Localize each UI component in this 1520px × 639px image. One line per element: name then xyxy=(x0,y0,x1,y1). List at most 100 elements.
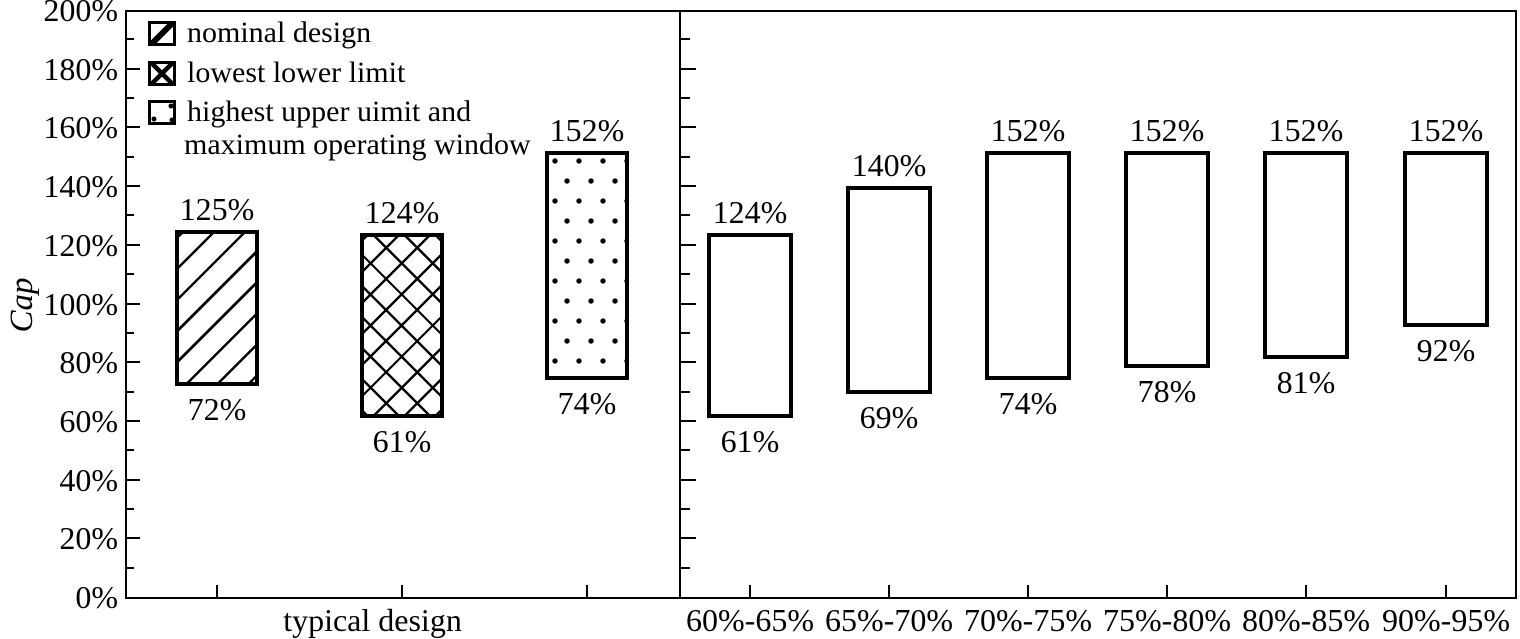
range-bar-range-panel-3 xyxy=(985,150,1071,380)
y-minor-tick-divider xyxy=(681,331,690,334)
bar-high-label: 152% xyxy=(1129,111,1205,148)
range-bar-typical-design-panel-1 xyxy=(175,230,259,386)
y-major-tick xyxy=(125,126,140,129)
y-minor-tick xyxy=(125,331,134,334)
y-tick-label: 160% xyxy=(43,109,118,146)
y-minor-tick-divider xyxy=(681,273,690,276)
y-major-tick xyxy=(125,302,140,305)
y-minor-tick-divider xyxy=(681,566,690,569)
y-minor-tick-divider xyxy=(681,155,690,158)
bar-high-label: 124% xyxy=(364,194,440,231)
range-bar-range-panel-5 xyxy=(1263,150,1349,360)
bar-high-label: 152% xyxy=(549,111,625,148)
y-minor-tick xyxy=(125,390,134,393)
y-major-tick xyxy=(125,243,140,246)
y-major-tick xyxy=(125,185,140,188)
range-bar-typical-design-panel-2 xyxy=(360,233,444,418)
y-major-tick-divider xyxy=(681,126,696,129)
y-minor-tick-divider xyxy=(681,214,690,217)
y-major-tick-divider xyxy=(681,419,696,422)
legend-label: maximum operating window xyxy=(184,128,531,161)
range-bar-range-panel-1 xyxy=(707,233,793,418)
y-tick-label: 80% xyxy=(59,344,118,381)
x-tick xyxy=(749,585,751,597)
y-tick-label: 40% xyxy=(59,461,118,498)
x-tick xyxy=(1305,585,1307,597)
diagonal-hatch-swatch-icon xyxy=(148,20,176,46)
legend-item-highest-upper-limit: highest upper uimit and xyxy=(148,95,471,129)
bar-low-label: 61% xyxy=(720,422,780,459)
bar-high-label: 124% xyxy=(712,194,788,231)
cross-hatch-swatch-icon xyxy=(148,60,176,86)
x-category-label: 75%-80% xyxy=(1103,602,1231,638)
y-minor-tick-divider xyxy=(681,449,690,452)
range-bar-range-panel-4 xyxy=(1124,150,1210,369)
y-minor-tick xyxy=(125,449,134,452)
bar-low-label: 81% xyxy=(1276,364,1336,401)
range-bar-range-panel-6 xyxy=(1403,150,1489,327)
bar-low-label: 72% xyxy=(187,390,247,427)
y-tick-label: 0% xyxy=(75,579,118,615)
y-major-tick-divider xyxy=(681,243,696,246)
y-minor-tick-divider xyxy=(681,38,690,41)
y-major-tick-divider xyxy=(681,185,696,188)
legend-label: highest upper uimit and xyxy=(187,95,472,128)
y-major-tick xyxy=(125,67,140,70)
y-tick-label: 140% xyxy=(43,168,118,205)
x-tick xyxy=(1166,585,1168,597)
y-major-tick-divider xyxy=(681,67,696,70)
y-major-tick xyxy=(125,478,140,481)
legend-item-highest-upper-limit-line2: maximum operating window xyxy=(184,128,531,162)
y-minor-tick-divider xyxy=(681,390,690,393)
bar-low-label: 74% xyxy=(557,384,617,421)
bar-high-label: 140% xyxy=(851,147,927,184)
x-category-label: 90%-95% xyxy=(1382,602,1510,638)
x-tick xyxy=(586,585,588,597)
y-minor-tick xyxy=(125,566,134,569)
y-major-tick-divider xyxy=(681,478,696,481)
y-tick-label: 200% xyxy=(43,0,118,28)
x-axis-label-typical-design-panel: typical design xyxy=(283,602,462,638)
y-minor-tick xyxy=(125,507,134,510)
x-tick xyxy=(1445,585,1447,597)
bar-low-label: 78% xyxy=(1137,373,1197,410)
y-major-tick-divider xyxy=(681,537,696,540)
y-minor-tick xyxy=(125,155,134,158)
y-minor-tick xyxy=(125,38,134,41)
bar-high-label: 152% xyxy=(1268,111,1344,148)
bar-low-label: 74% xyxy=(998,384,1058,421)
sparse-dots-swatch-icon xyxy=(148,99,176,125)
y-minor-tick xyxy=(125,97,134,100)
y-minor-tick-divider xyxy=(681,97,690,100)
y-tick-label: 60% xyxy=(59,402,118,439)
bar-low-label: 69% xyxy=(859,399,919,436)
y-major-tick xyxy=(125,419,140,422)
bar-high-label: 125% xyxy=(179,191,255,228)
y-major-tick xyxy=(125,361,140,364)
y-major-tick-divider xyxy=(681,302,696,305)
y-major-tick xyxy=(125,537,140,540)
x-tick xyxy=(1027,585,1029,597)
x-category-label: 80%-85% xyxy=(1242,602,1370,638)
bar-high-label: 152% xyxy=(1408,111,1484,148)
panel-divider xyxy=(679,10,681,597)
range-bar-typical-design-panel-3 xyxy=(545,150,629,380)
y-minor-tick-divider xyxy=(681,507,690,510)
x-tick xyxy=(216,585,218,597)
x-tick xyxy=(401,585,403,597)
bar-low-label: 61% xyxy=(372,422,432,459)
y-major-tick-divider xyxy=(681,361,696,364)
y-tick-label: 20% xyxy=(59,520,118,557)
y-minor-tick xyxy=(125,273,134,276)
y-tick-label: 100% xyxy=(43,285,118,322)
y-minor-tick xyxy=(125,214,134,217)
legend-item-lowest-lower-limit: lowest lower limit xyxy=(148,56,405,90)
y-tick-label: 180% xyxy=(43,50,118,87)
x-category-label: 60%-65% xyxy=(686,602,814,638)
legend-item-nominal-design: nominal design xyxy=(148,16,371,50)
x-category-label: 70%-75% xyxy=(964,602,1092,638)
x-tick xyxy=(888,585,890,597)
y-tick-label: 120% xyxy=(43,226,118,263)
legend-label: nominal design xyxy=(187,16,372,49)
